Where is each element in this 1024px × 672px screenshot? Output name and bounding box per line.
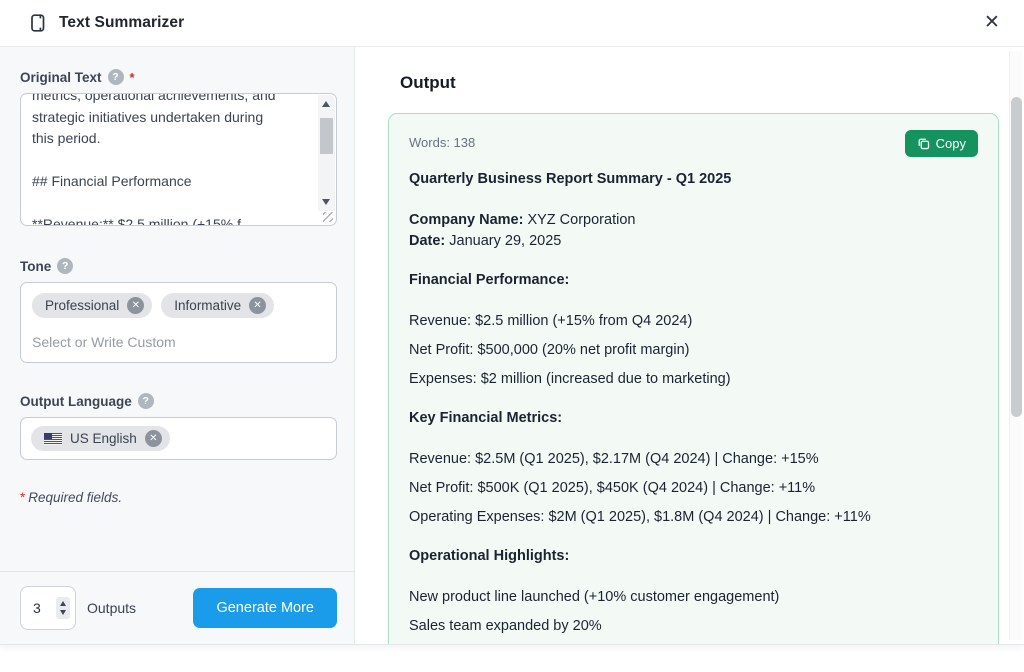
summary-line: New product line launched (+10% customer… [409,589,780,605]
textarea-line: **Revenue:** $2.5 million (+15% f [32,216,241,226]
summarizer-icon [31,14,45,32]
chip-label: Informative [174,298,242,313]
required-fields-note: * Required fields. [20,490,337,505]
meta-date-line: Date: January 29, 2025 [409,231,978,252]
textarea-scrollbar[interactable] [318,95,335,211]
close-button[interactable]: ✕ [978,9,1006,37]
tone-chip-professional: Professional ✕ [32,293,153,318]
outputs-count-stepper[interactable]: 3 [20,586,76,630]
tone-label: Tone ? [20,258,337,274]
stepper-value: 3 [33,600,41,616]
required-note-text: Required fields. [28,490,123,505]
tone-chip-informative: Informative ✕ [161,293,275,318]
summary-line: Net Profit: $500,000 (20% net profit mar… [409,342,690,358]
resize-handle-icon[interactable] [323,212,333,222]
textarea-line [32,150,316,172]
output-card: Words: 138 Copy Quarterly Business Repor… [388,113,999,644]
output-language-input[interactable]: US English ✕ [20,417,337,460]
chip-remove-icon[interactable]: ✕ [144,430,162,447]
output-card-top: Words: 138 Copy [409,130,978,157]
summary-line: Revenue: $2.5 million (+15% from Q4 2024… [409,313,693,329]
copy-icon [918,138,929,150]
stepper-down-icon[interactable] [60,610,66,615]
meta-label: Date: [409,233,446,249]
summary-line: Expenses: $2 million (increased due to m… [409,371,731,387]
section-heading: Financial Performance: [409,272,570,288]
word-count: Words: 138 [409,135,476,150]
stepper-up-icon[interactable] [60,601,66,606]
generate-more-button[interactable]: Generate More [193,588,337,628]
summary-line: Operating Expenses: $2M (Q1 2025), $1.8M… [409,509,871,525]
required-asterisk: * [129,69,135,85]
settings-sidebar: Original Text ? * metrics, operational a… [0,47,355,644]
section-heading: Key Financial Metrics: [409,410,563,426]
output-language-help-icon[interactable]: ? [137,393,154,409]
original-text-label-text: Original Text [20,69,102,85]
output-heading: Output [400,73,456,92]
chip-remove-icon[interactable]: ✕ [127,297,145,314]
outputs-label: Outputs [87,600,137,616]
textarea-scrollbar-thumb[interactable] [320,118,333,154]
original-text-content: metrics, operational achievements, and s… [32,93,316,226]
dialog-header: Text Summarizer ✕ [0,0,1024,47]
textarea-line: this period. [32,130,101,146]
text-summarizer-dialog: Text Summarizer ✕ Original Text ? * metr… [0,0,1024,645]
textarea-line: strategic initiatives undertaken during [32,108,264,125]
language-chip-us-english: US English ✕ [31,426,170,451]
scroll-up-icon[interactable] [322,101,330,107]
original-text-textarea[interactable]: metrics, operational achievements, and s… [20,93,337,226]
copy-button[interactable]: Copy [904,130,978,157]
output-scrollbar[interactable] [1009,51,1022,640]
meta-value: January 29, 2025 [445,233,562,249]
chip-label: Professional [45,298,120,313]
tone-label-text: Tone [20,258,52,274]
chip-remove-icon[interactable]: ✕ [249,297,267,314]
dialog-body: Original Text ? * metrics, operational a… [0,47,1024,644]
stepper-spin-buttons [56,597,70,619]
us-flag-icon [44,432,62,445]
original-text-label: Original Text ? * [20,69,337,85]
output-language-label-text: Output Language [20,393,132,409]
summary-line: Sales team expanded by 20% [409,618,602,634]
scroll-down-icon[interactable] [322,199,330,205]
tone-input[interactable]: Professional ✕ Informative ✕ Select or W… [20,282,337,363]
dialog-title: Text Summarizer [59,14,185,31]
close-icon: ✕ [984,12,1000,33]
textarea-line: metrics, operational achievements, and [32,93,276,103]
summary-line: Net Profit: $500K (Q1 2025), $450K (Q4 2… [409,480,816,496]
copy-label: Copy [935,136,966,151]
tone-placeholder: Select or Write Custom [32,334,176,350]
output-language-label: Output Language ? [20,393,337,409]
textarea-line [32,193,316,215]
original-text-help-icon[interactable]: ? [107,69,124,85]
tone-help-icon[interactable]: ? [57,258,74,274]
meta-company-line: Company Name: XYZ Corporation [409,210,978,231]
output-panel: Output Words: 138 Copy Quarterly Busines… [355,47,1024,644]
section-heading: Operational Highlights: [409,548,570,564]
chip-label: US English [70,431,137,446]
textarea-line: ## Financial Performance [32,173,192,189]
tone-chips: Professional ✕ Informative ✕ [32,293,325,318]
summary-title: Quarterly Business Report Summary - Q1 2… [409,171,732,187]
summary-line: Revenue: $2.5M (Q1 2025), $2.17M (Q4 202… [409,451,819,467]
sidebar-footer: 3 Outputs Generate More [0,571,354,630]
meta-label: Company Name: [409,212,524,228]
output-scrollbar-thumb[interactable] [1011,97,1022,417]
meta-value: XYZ Corporation [523,212,636,228]
required-note-asterisk: * [20,490,26,505]
